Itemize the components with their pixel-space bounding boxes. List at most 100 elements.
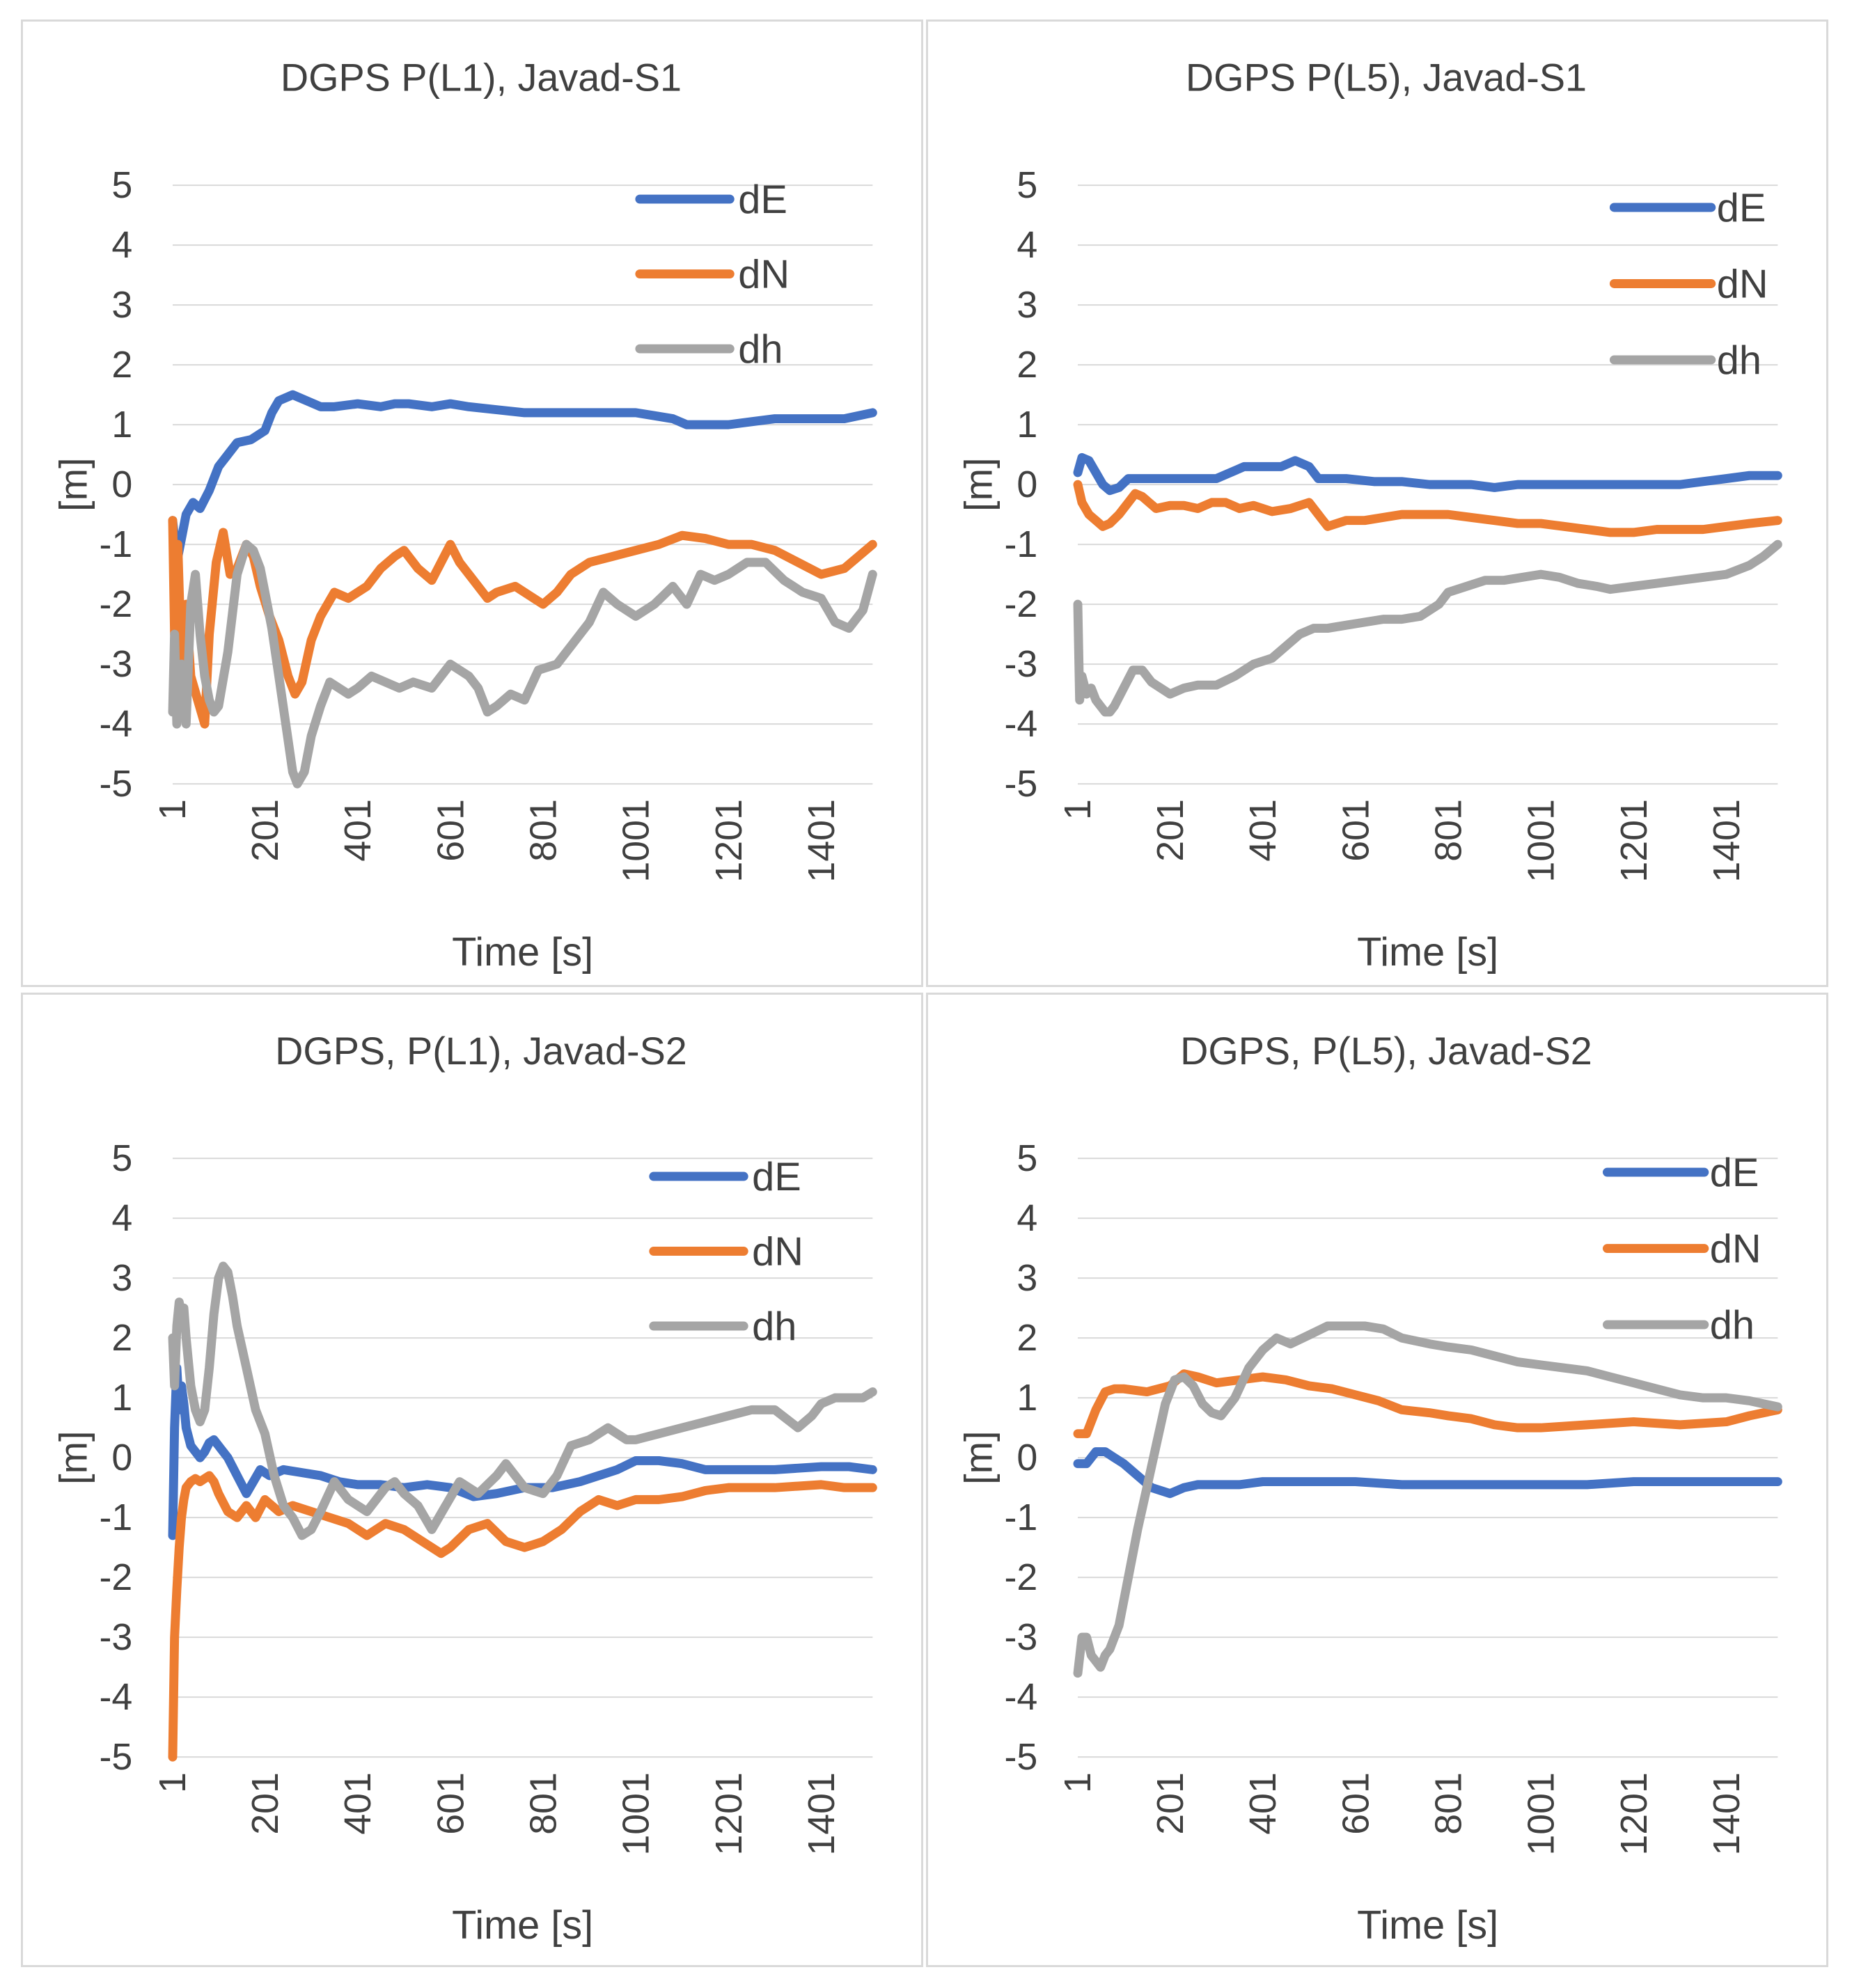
x-tick-label: 1401 (1706, 1772, 1748, 1856)
y-tick-label: 1 (1017, 1377, 1037, 1419)
y-tick-label: -3 (1004, 643, 1037, 685)
y-tick-label: -2 (99, 583, 132, 625)
x-tick-label: 401 (337, 799, 379, 862)
series-line-dE (168, 1363, 877, 1540)
legend-label-dh: dh (752, 1304, 796, 1349)
x-tick-label: 801 (523, 799, 565, 862)
legend-label-dE: dE (1717, 186, 1766, 230)
chart-title: DGPS P(L1), Javad-S1 (281, 56, 682, 100)
x-tick-label: 1201 (708, 799, 750, 883)
x-tick-label: 201 (244, 1772, 286, 1835)
series-line-dh (1073, 1321, 1782, 1678)
chart-panel-1: DGPS P(L1), Javad-S1 5 4 3 2 1 0 -1 -2 -3 -4 -5 1 201… (21, 19, 923, 987)
y-tick-label: 2 (111, 1317, 132, 1359)
y-tick-label: -5 (1004, 1736, 1037, 1778)
x-tick-label: 401 (1242, 1772, 1284, 1835)
x-tick-label: 1401 (1706, 799, 1748, 883)
x-axis-label: Time [s] (1357, 1903, 1498, 1948)
x-tick-label: 1001 (615, 1772, 657, 1856)
chart-title: DGPS, P(L5), Javad-S2 (1180, 1030, 1592, 1073)
x-tick-label: 801 (523, 1772, 565, 1835)
x-tick-label: 201 (244, 799, 286, 862)
legend-label-dE: dE (1710, 1151, 1759, 1195)
x-tick-label: 1201 (1613, 799, 1655, 883)
legend-label-dN: dN (1710, 1226, 1761, 1271)
y-tick-label: 5 (111, 1137, 132, 1179)
x-tick-label: 1001 (1521, 799, 1562, 883)
y-tick-label: 0 (111, 1437, 132, 1478)
y-tick-label: -5 (1004, 763, 1037, 805)
series-line-dN (1073, 480, 1782, 537)
y-tick-label: -3 (99, 1616, 132, 1658)
y-tick-label: -3 (99, 643, 132, 685)
y-tick-label: 1 (111, 404, 132, 445)
y-axis-label: [m] (957, 457, 1000, 511)
series-line-dh (168, 539, 877, 789)
series-line-dE (1073, 452, 1782, 496)
legend-label-dN: dN (1717, 262, 1768, 306)
x-axis-label: Time [s] (1357, 930, 1498, 975)
x-tick-label: 201 (1149, 1772, 1191, 1835)
y-tick-label: 0 (111, 464, 132, 505)
x-tick-label: 601 (1335, 799, 1376, 862)
chart-title: DGPS, P(L1), Javad-S2 (275, 1030, 687, 1073)
y-axis-label: [m] (52, 1430, 95, 1484)
y-tick-label: -1 (1004, 523, 1037, 565)
y-tick-label: -4 (99, 703, 132, 745)
x-tick-label: 1 (1057, 1772, 1099, 1793)
y-tick-label: 4 (1017, 1197, 1037, 1239)
y-tick-label: 5 (1017, 164, 1037, 206)
y-tick-label: 0 (1017, 464, 1037, 505)
legend-label-dN: dN (752, 1229, 803, 1274)
chart-title: DGPS P(L5), Javad-S1 (1186, 56, 1587, 100)
y-tick-label: 4 (111, 1197, 132, 1239)
legend-label-dh: dh (1710, 1303, 1755, 1348)
series-line-dN (1073, 1369, 1782, 1439)
y-tick-label: -5 (99, 763, 132, 805)
x-tick-label: 1401 (801, 1772, 842, 1856)
series-line-dE (168, 390, 877, 567)
x-tick-label: 401 (1242, 799, 1284, 862)
x-tick-label: 1401 (801, 799, 842, 883)
y-tick-label: 3 (111, 284, 132, 326)
x-tick-label: 1001 (615, 799, 657, 883)
legend-label-dh: dh (738, 327, 783, 372)
series-line-dh (1073, 539, 1782, 717)
series-line-dE (1073, 1447, 1782, 1499)
legend-label-dE: dE (752, 1155, 801, 1199)
x-tick-label: 1 (152, 799, 194, 820)
y-tick-label: -5 (99, 1736, 132, 1778)
x-tick-label: 601 (1335, 1772, 1376, 1835)
y-tick-label: 5 (1017, 1137, 1037, 1179)
chart-panel-2: DGPS P(L5), Javad-S1 5 4 3 2 1 0 -1 -2 -3 -4 -5 1 201… (926, 19, 1828, 987)
y-tick-label: -4 (1004, 703, 1037, 745)
x-tick-label: 1 (152, 1772, 194, 1793)
y-tick-label: 4 (111, 224, 132, 266)
y-tick-label: -1 (99, 1497, 132, 1538)
x-tick-label: 1201 (1613, 1772, 1655, 1856)
y-tick-label: 1 (1017, 404, 1037, 445)
series-line-dN (168, 516, 877, 729)
x-tick-label: 801 (1428, 799, 1470, 862)
x-tick-label: 1 (1057, 799, 1099, 820)
y-tick-label: 2 (111, 344, 132, 386)
y-tick-label: 4 (1017, 224, 1037, 266)
x-tick-label: 601 (430, 799, 471, 862)
series-line-dh (168, 1261, 877, 1540)
series-line-dN (168, 1471, 877, 1762)
y-tick-label: 3 (1017, 284, 1037, 326)
legend-label-dE: dE (738, 178, 787, 222)
y-axis-label: [m] (957, 1430, 1000, 1484)
chart-panel-4: DGPS, P(L5), Javad-S2 5 4 3 2 1 0 -1 -2 -3 -4 -5 1 20… (926, 993, 1828, 1967)
y-tick-label: -2 (1004, 1556, 1037, 1598)
y-tick-label: 3 (111, 1257, 132, 1299)
x-axis-label: Time [s] (452, 930, 593, 975)
y-tick-label: 2 (1017, 1317, 1037, 1359)
y-tick-label: 1 (111, 1377, 132, 1419)
x-tick-label: 201 (1149, 799, 1191, 862)
